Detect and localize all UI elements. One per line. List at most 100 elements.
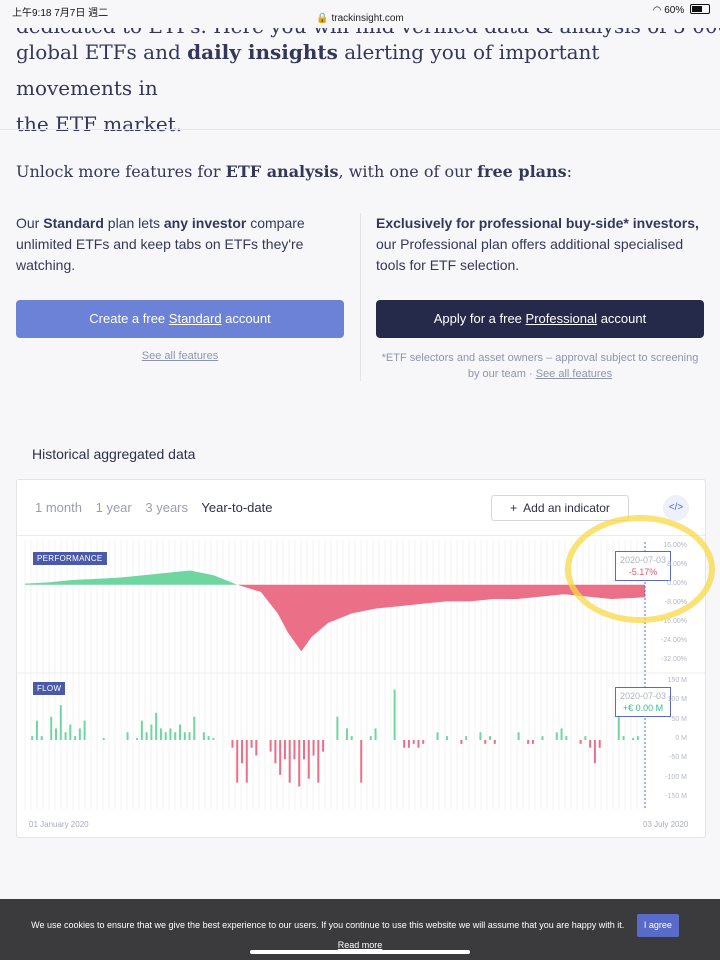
charts-svg[interactable] bbox=[17, 480, 705, 837]
flow-bar bbox=[541, 736, 544, 740]
pro-bold: Exclusively for professional buy-side* i… bbox=[376, 215, 699, 231]
card-divider bbox=[17, 535, 705, 536]
flow-bar bbox=[350, 736, 353, 740]
address-bar[interactable]: 🔒 trackinsight.com bbox=[0, 13, 720, 24]
flow-bar bbox=[517, 732, 520, 740]
flow-bar bbox=[579, 740, 582, 744]
flow-bar bbox=[293, 740, 296, 760]
battery-percent: 60% bbox=[664, 5, 685, 16]
flow-bar bbox=[493, 740, 496, 744]
performance-y-tick: -16.00% bbox=[660, 617, 687, 625]
unlock-part: : bbox=[566, 162, 573, 181]
flow-bar bbox=[560, 728, 563, 740]
cookie-banner: We use cookies to ensure that we give th… bbox=[0, 899, 720, 960]
intro-text-part: alerting you of important movements in bbox=[16, 40, 600, 100]
flow-bar bbox=[150, 724, 153, 740]
professional-see-all-features-link[interactable]: See all features bbox=[535, 368, 613, 380]
performance-y-tick: -32.00% bbox=[660, 655, 687, 663]
add-indicator-label: Add an indicator bbox=[523, 501, 610, 515]
flow-bar bbox=[312, 740, 315, 756]
plans-divider bbox=[360, 213, 361, 381]
flow-bar bbox=[102, 738, 105, 740]
flow-bar bbox=[40, 736, 43, 740]
wifi-icon: ◠ bbox=[652, 5, 662, 16]
flow-bar bbox=[231, 740, 234, 748]
flow-bar bbox=[64, 732, 67, 740]
tab-3-years[interactable]: 3 years bbox=[145, 500, 189, 515]
unlock-bold: free plans bbox=[477, 162, 567, 181]
std-bold: any investor bbox=[163, 215, 247, 231]
flow-bar bbox=[50, 716, 53, 740]
flow-bar bbox=[279, 740, 282, 775]
flow-bar bbox=[317, 740, 320, 783]
lock-icon: 🔒 bbox=[316, 13, 329, 24]
flow-bar bbox=[31, 736, 34, 740]
flow-bar bbox=[465, 736, 468, 740]
flow-bar bbox=[255, 740, 258, 756]
intro-bold: daily insights bbox=[187, 40, 338, 64]
x-end-label: 03 July 2020 bbox=[643, 820, 689, 829]
pro-note-text: *ETF selectors and asset owners – approv… bbox=[381, 352, 699, 380]
unlock-part: Unlock more features for bbox=[16, 162, 226, 181]
standard-see-all-features-link[interactable]: See all features bbox=[141, 350, 219, 362]
flow-bar bbox=[136, 738, 139, 740]
std-part: compare unlimited ETFs and keep tabs on … bbox=[16, 215, 305, 273]
tab-1-year[interactable]: 1 year bbox=[95, 500, 132, 515]
flow-y-tick: 100 M bbox=[667, 696, 687, 704]
flow-bar bbox=[183, 732, 186, 740]
flow-bar bbox=[35, 720, 38, 740]
flow-y-tick: -150 M bbox=[665, 793, 687, 801]
status-right: ◠ 60% bbox=[653, 4, 710, 16]
cookie-agree-button[interactable]: I agree bbox=[636, 914, 679, 937]
flow-bar bbox=[489, 736, 491, 740]
flow-bar bbox=[589, 740, 592, 748]
create-standard-account-button[interactable]: Create a free Standard account bbox=[16, 300, 344, 338]
flow-bar bbox=[159, 728, 162, 740]
intro-line3: the ETF market. bbox=[16, 112, 183, 136]
flow-bar bbox=[369, 736, 372, 740]
flow-bar bbox=[484, 740, 487, 744]
plus-icon: + bbox=[510, 501, 518, 515]
flow-bar bbox=[412, 740, 415, 744]
flow-bar bbox=[531, 740, 534, 744]
battery-icon bbox=[690, 4, 710, 14]
flow-tooltip-value: +€ 0.00 M bbox=[622, 703, 664, 713]
flow-bar bbox=[188, 732, 191, 740]
flow-y-tick: 50 M bbox=[671, 715, 687, 723]
flow-bar bbox=[393, 689, 396, 740]
flow-bar bbox=[202, 732, 205, 740]
btn-part: account bbox=[597, 311, 647, 326]
flow-bar bbox=[422, 740, 425, 744]
flow-bar bbox=[407, 740, 410, 748]
performance-positive-area bbox=[25, 570, 645, 585]
home-indicator[interactable] bbox=[250, 950, 470, 954]
tab-1-month[interactable]: 1 month bbox=[35, 500, 82, 515]
tab-year-to-date[interactable]: Year-to-date bbox=[201, 500, 273, 515]
flow-bar bbox=[636, 736, 639, 740]
flow-bar bbox=[632, 738, 635, 740]
flow-bar bbox=[555, 732, 558, 740]
flow-bar bbox=[193, 716, 196, 740]
flow-bar bbox=[69, 724, 72, 740]
professional-note: *ETF selectors and asset owners – approv… bbox=[376, 350, 704, 382]
yellow-highlight-circle bbox=[565, 515, 715, 623]
add-indicator-button[interactable]: + Add an indicator bbox=[491, 495, 629, 521]
intro-cut-line: dedicated to ETFs. Here you will find ve… bbox=[16, 14, 720, 38]
embed-code-icon[interactable]: </> bbox=[663, 495, 689, 521]
unlock-part: , with one of our bbox=[338, 162, 478, 181]
cookie-read-more-link[interactable]: Read more bbox=[337, 940, 383, 950]
btn-part: Apply for a free bbox=[433, 311, 526, 326]
apply-professional-account-button[interactable]: Apply for a free Professional account bbox=[376, 300, 704, 338]
std-bold: Standard bbox=[43, 215, 104, 231]
professional-plan-text: Exclusively for professional buy-side* i… bbox=[376, 213, 706, 276]
flow-bar bbox=[345, 728, 348, 740]
flow-bar bbox=[446, 736, 449, 740]
flow-tooltip-date: 2020-07-03 bbox=[620, 691, 667, 701]
flow-bar bbox=[622, 736, 625, 740]
flow-bar bbox=[593, 740, 596, 764]
flow-bar bbox=[126, 732, 129, 740]
flow-bar bbox=[55, 728, 57, 740]
flow-bar bbox=[164, 732, 167, 740]
flow-bar bbox=[241, 740, 243, 764]
flow-bar bbox=[288, 740, 291, 783]
